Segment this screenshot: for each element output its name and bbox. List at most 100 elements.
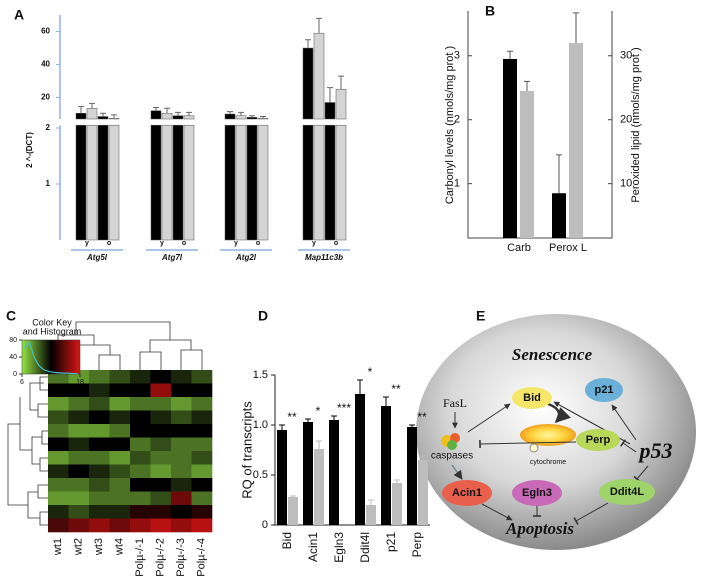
heat-cell xyxy=(171,464,192,479)
heat-cell xyxy=(68,410,90,425)
bar xyxy=(302,124,314,241)
heat-cell xyxy=(171,410,192,425)
key-tick-label: 6 xyxy=(20,379,24,386)
heat-cell xyxy=(109,397,131,411)
sub-label: y xyxy=(160,240,164,247)
bar xyxy=(246,117,258,120)
error-bar xyxy=(420,455,426,460)
bar xyxy=(150,110,162,120)
error-bar xyxy=(383,396,389,406)
heat-cell xyxy=(109,437,131,452)
bar xyxy=(75,112,87,120)
column-label: wt3 xyxy=(93,538,105,556)
error-bar xyxy=(249,115,255,118)
x-tick-label: Carb xyxy=(507,242,531,254)
heat-cell xyxy=(68,451,90,465)
sub-label: y xyxy=(312,240,316,247)
y-tick-label: 0 xyxy=(262,519,268,531)
bar xyxy=(86,124,98,241)
error-bar xyxy=(89,102,95,109)
heat-cell xyxy=(130,505,151,519)
node-shape xyxy=(585,378,623,402)
heat-cell xyxy=(68,383,90,398)
axes xyxy=(467,11,613,239)
heat-cell xyxy=(68,424,90,438)
heat-cell xyxy=(171,383,192,398)
bar xyxy=(277,430,287,525)
significance: * xyxy=(368,365,373,379)
bar xyxy=(183,115,195,120)
panel-label: A xyxy=(14,7,24,23)
node-label: p21 xyxy=(595,384,614,396)
heat-cell xyxy=(150,410,172,425)
arrow xyxy=(611,404,637,441)
bar xyxy=(183,124,195,241)
hist-tick-label: 40 xyxy=(9,354,17,361)
y-tick-label: 1.5 xyxy=(253,369,268,381)
error-bar xyxy=(290,495,296,497)
heat-cell xyxy=(191,397,213,411)
heat-cell xyxy=(171,397,192,411)
error-bar xyxy=(331,415,337,420)
significance: ** xyxy=(391,382,401,396)
error-bar xyxy=(279,424,285,430)
row-dendrogram xyxy=(7,376,48,526)
arrow xyxy=(547,402,571,424)
bar xyxy=(381,406,391,525)
heat-cell xyxy=(171,518,192,533)
heat-cell xyxy=(48,397,69,411)
inhibition xyxy=(633,465,649,483)
heat-cell xyxy=(48,383,69,398)
y-tick-label: 10 xyxy=(620,178,632,190)
arrow xyxy=(451,464,463,480)
inhibition xyxy=(573,502,609,525)
node-shape xyxy=(442,480,492,506)
arrow xyxy=(481,503,513,521)
heat-cell xyxy=(191,478,213,492)
heat-cell xyxy=(109,505,131,519)
heat-cell xyxy=(171,437,192,452)
bar xyxy=(246,124,258,241)
bar xyxy=(335,89,347,120)
error-bar xyxy=(357,379,363,394)
bar xyxy=(503,58,517,238)
x-tick-label: Atg2l xyxy=(235,253,257,262)
error-bar xyxy=(556,154,562,194)
heat-cell xyxy=(130,410,151,425)
inhibition xyxy=(620,439,637,453)
x-tick-label: Ddit4l xyxy=(358,532,372,563)
error-bar xyxy=(394,479,400,483)
heat-cell xyxy=(109,464,131,479)
error-bar xyxy=(573,12,579,43)
sub-label: o xyxy=(107,240,111,247)
heat-cell xyxy=(130,370,151,384)
diagram-title: Senescence xyxy=(512,345,593,364)
heat-cell xyxy=(89,437,110,452)
y-axis-label: 2 ^-(DCT) xyxy=(25,132,34,168)
heat-cell xyxy=(150,397,172,411)
node-label: FasL xyxy=(443,396,467,410)
sub-label: y xyxy=(85,240,89,247)
heat-cell xyxy=(109,383,131,398)
y-tick-label: 20 xyxy=(41,93,50,102)
key-tick-label: 18 xyxy=(76,379,84,386)
node-shape xyxy=(599,479,655,505)
error-bar xyxy=(327,87,333,103)
heat-cell xyxy=(89,491,110,506)
sub-label: y xyxy=(234,240,238,247)
heat-cell xyxy=(89,383,110,398)
node-shape xyxy=(576,429,620,451)
x-tick-label: Acin1 xyxy=(306,532,320,562)
heat-cell xyxy=(109,424,131,438)
bar xyxy=(257,124,269,241)
node-shape xyxy=(512,480,562,506)
bar xyxy=(355,394,365,525)
column-label: wt4 xyxy=(114,538,126,556)
heat-cell xyxy=(48,518,69,533)
heat-cell xyxy=(171,491,192,506)
heat-cell xyxy=(48,437,69,452)
bar xyxy=(324,102,336,120)
heat-cell xyxy=(109,478,131,492)
